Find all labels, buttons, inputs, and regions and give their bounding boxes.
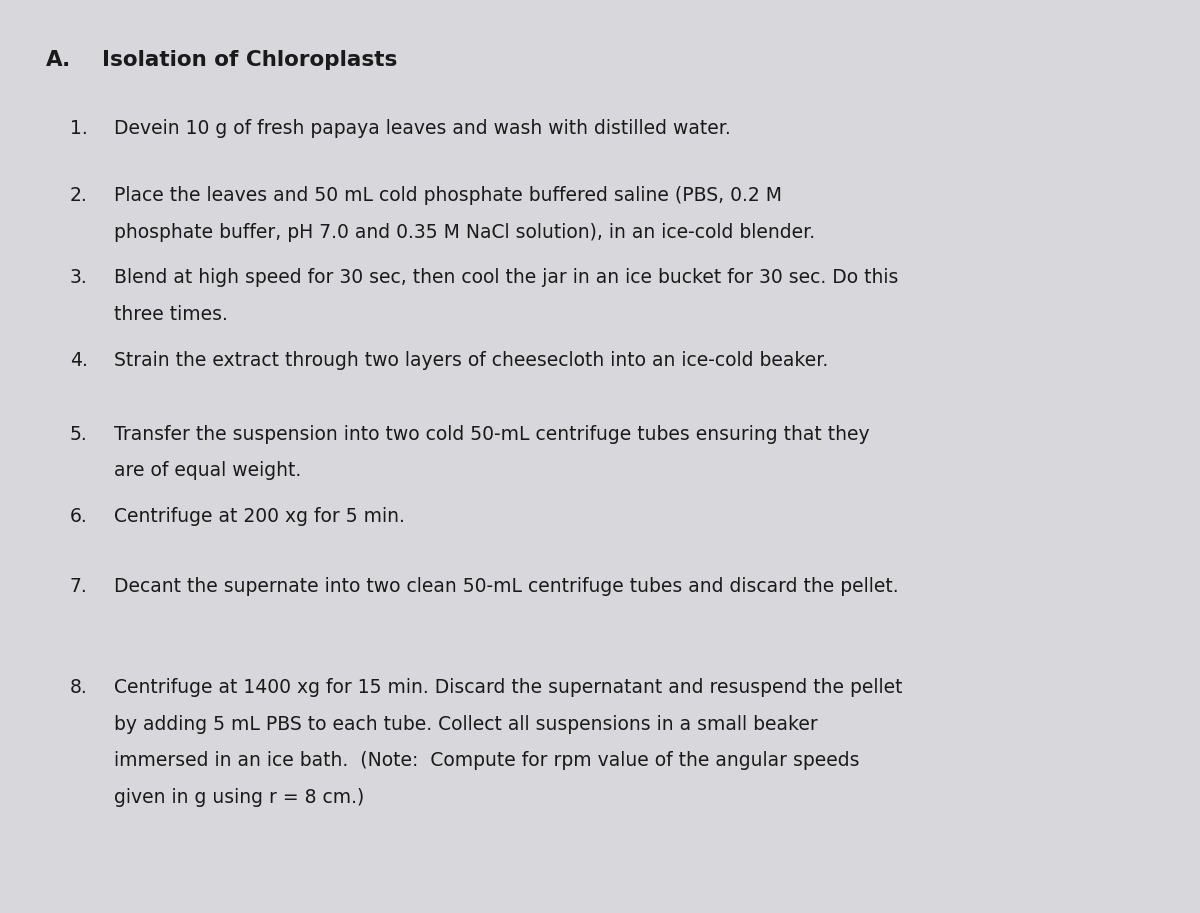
Text: 3.: 3. bbox=[70, 268, 88, 288]
Text: given in g using r = 8 cm.): given in g using r = 8 cm.) bbox=[114, 788, 365, 807]
Text: 5.: 5. bbox=[70, 425, 88, 444]
Text: Centrifuge at 200 xg for 5 min.: Centrifuge at 200 xg for 5 min. bbox=[114, 507, 404, 526]
Text: Place the leaves and 50 mL cold phosphate buffered saline (PBS, 0.2 M: Place the leaves and 50 mL cold phosphat… bbox=[114, 186, 782, 205]
Text: phosphate buffer, pH 7.0 and 0.35 M NaCl solution), in an ice-cold blender.: phosphate buffer, pH 7.0 and 0.35 M NaCl… bbox=[114, 223, 815, 242]
Text: immersed in an ice bath.  (Note:  Compute for rpm value of the angular speeds: immersed in an ice bath. (Note: Compute … bbox=[114, 751, 859, 771]
Text: A.: A. bbox=[46, 50, 71, 70]
Text: Strain the extract through two layers of cheesecloth into an ice-cold beaker.: Strain the extract through two layers of… bbox=[114, 351, 828, 370]
Text: are of equal weight.: are of equal weight. bbox=[114, 461, 301, 480]
Text: 4.: 4. bbox=[70, 351, 88, 370]
Text: by adding 5 mL PBS to each tube. Collect all suspensions in a small beaker: by adding 5 mL PBS to each tube. Collect… bbox=[114, 715, 817, 734]
Text: Centrifuge at 1400 xg for 15 min. Discard the supernatant and resuspend the pell: Centrifuge at 1400 xg for 15 min. Discar… bbox=[114, 678, 902, 698]
Text: Transfer the suspension into two cold 50-mL centrifuge tubes ensuring that they: Transfer the suspension into two cold 50… bbox=[114, 425, 870, 444]
Text: three times.: three times. bbox=[114, 305, 228, 324]
Text: Isolation of Chloroplasts: Isolation of Chloroplasts bbox=[102, 50, 397, 70]
Text: 8.: 8. bbox=[70, 678, 88, 698]
Text: 6.: 6. bbox=[70, 507, 88, 526]
Text: Blend at high speed for 30 sec, then cool the jar in an ice bucket for 30 sec. D: Blend at high speed for 30 sec, then coo… bbox=[114, 268, 899, 288]
Text: 1.: 1. bbox=[70, 119, 88, 138]
Text: 7.: 7. bbox=[70, 577, 88, 596]
Text: 2.: 2. bbox=[70, 186, 88, 205]
Text: Decant the supernate into two clean 50-mL centrifuge tubes and discard the pelle: Decant the supernate into two clean 50-m… bbox=[114, 577, 899, 596]
Text: Devein 10 g of fresh papaya leaves and wash with distilled water.: Devein 10 g of fresh papaya leaves and w… bbox=[114, 119, 731, 138]
